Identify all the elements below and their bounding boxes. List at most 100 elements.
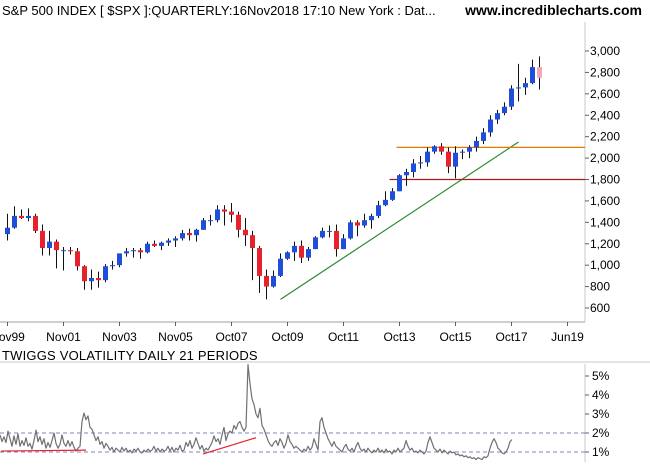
price-x-tick-label: Nov03 (102, 330, 137, 344)
volatility-y-tick-label: 4% (592, 388, 610, 402)
candle-body (271, 275, 276, 287)
candle-body (278, 258, 283, 276)
candle-body (208, 220, 213, 222)
candle-body (236, 214, 241, 230)
candle-body (418, 162, 423, 164)
price-y-tick-label: 800 (590, 280, 610, 294)
candle-body (68, 250, 73, 252)
candle-body (292, 245, 297, 253)
price-x-tick-label: Oct17 (495, 330, 527, 344)
candle-body (89, 278, 94, 282)
candle-body (110, 265, 115, 267)
volatility-trend-line (0, 449, 87, 452)
price-y-tick-label: 1,200 (590, 237, 620, 251)
candle-body (96, 278, 101, 281)
candle-body (180, 233, 185, 239)
candle-body (222, 209, 227, 212)
candle-body (117, 253, 122, 266)
price-y-tick-label: 2,000 (590, 151, 620, 165)
candle-body (537, 67, 542, 78)
candle-body (425, 151, 430, 163)
candle-body (523, 83, 528, 88)
candle-body (502, 106, 507, 114)
candle-body (397, 175, 402, 192)
candle-body (453, 152, 458, 167)
candle-body (166, 240, 171, 243)
price-y-tick-label: 600 (590, 301, 610, 315)
candle-body (285, 252, 290, 259)
candle-body (152, 243, 157, 246)
candle-body (12, 215, 17, 228)
price-y-tick-label: 1,400 (590, 215, 620, 229)
candle-body (446, 151, 451, 167)
candle-body (488, 119, 493, 133)
price-x-tick-label: Oct11 (328, 330, 359, 344)
candle-body (481, 132, 486, 141)
candle-body (509, 88, 514, 107)
volatility-y-tick-label: 3% (592, 407, 610, 421)
volatility-y-tick-label: 1% (592, 445, 610, 459)
candle-body (334, 230, 339, 250)
candle-body (201, 220, 206, 230)
volatility-y-tick-label: 5% (592, 369, 610, 383)
volatility-y-tick-label: 2% (592, 426, 610, 440)
candle-body (376, 205, 381, 216)
candle-body (40, 230, 45, 249)
candle-body (355, 222, 360, 226)
candle-body (229, 211, 234, 215)
candle-body (159, 242, 164, 246)
candle-body (264, 275, 269, 287)
price-x-tick-label: Oct15 (439, 330, 471, 344)
price-y-tick-label: 2,600 (590, 87, 620, 101)
price-y-tick-label: 2,200 (590, 130, 620, 144)
candle-body (474, 140, 479, 148)
candle-body (243, 229, 248, 236)
candle-body (530, 67, 535, 84)
site-name[interactable]: www.incrediblecharts.com (465, 2, 642, 18)
candle-body (362, 220, 367, 226)
candle-body (61, 250, 66, 252)
candle-body (138, 250, 143, 253)
candle-body (215, 209, 220, 221)
candle-body (145, 243, 150, 253)
candle-body (47, 241, 52, 249)
candle-body (124, 251, 129, 254)
candle-body (348, 222, 353, 239)
candle-body (19, 215, 24, 219)
candle-body (187, 233, 192, 236)
price-x-tick-label: Nov99 (0, 330, 25, 344)
candle-body (320, 230, 325, 238)
candle-body (432, 146, 437, 152)
candle-body (439, 146, 444, 152)
candle-body (516, 87, 521, 89)
candle-body (173, 238, 178, 241)
volatility-panel-title: TWIGGS VOLATILITY DAILY 21 PERIODS (2, 348, 258, 363)
price-x-tick-label: Nov01 (46, 330, 81, 344)
price-y-tick-label: 1,000 (590, 258, 620, 272)
candle-body (33, 215, 38, 231)
price-y-tick-label: 1,600 (590, 194, 620, 208)
candle-body (75, 251, 80, 267)
candle-body (131, 250, 136, 252)
candle-body (404, 172, 409, 176)
trendline (280, 141, 519, 300)
candle-body (460, 151, 465, 153)
candle-body (82, 266, 87, 282)
price-x-tick-label: Nov05 (158, 330, 193, 344)
candle-body (390, 191, 395, 200)
candle-body (327, 230, 332, 232)
candle-body (306, 249, 311, 258)
candle-body (411, 163, 416, 173)
candle-body (369, 215, 374, 221)
candle-body (299, 245, 304, 258)
price-y-tick-label: 1,800 (590, 173, 620, 187)
candle-body (467, 147, 472, 152)
volatility-trend-line (202, 437, 257, 455)
candle-body (194, 229, 199, 236)
price-x-tick-label: Oct07 (215, 330, 247, 344)
price-y-tick-label: 3,000 (590, 44, 620, 58)
candle-body (383, 199, 388, 206)
candle-body (250, 235, 255, 249)
